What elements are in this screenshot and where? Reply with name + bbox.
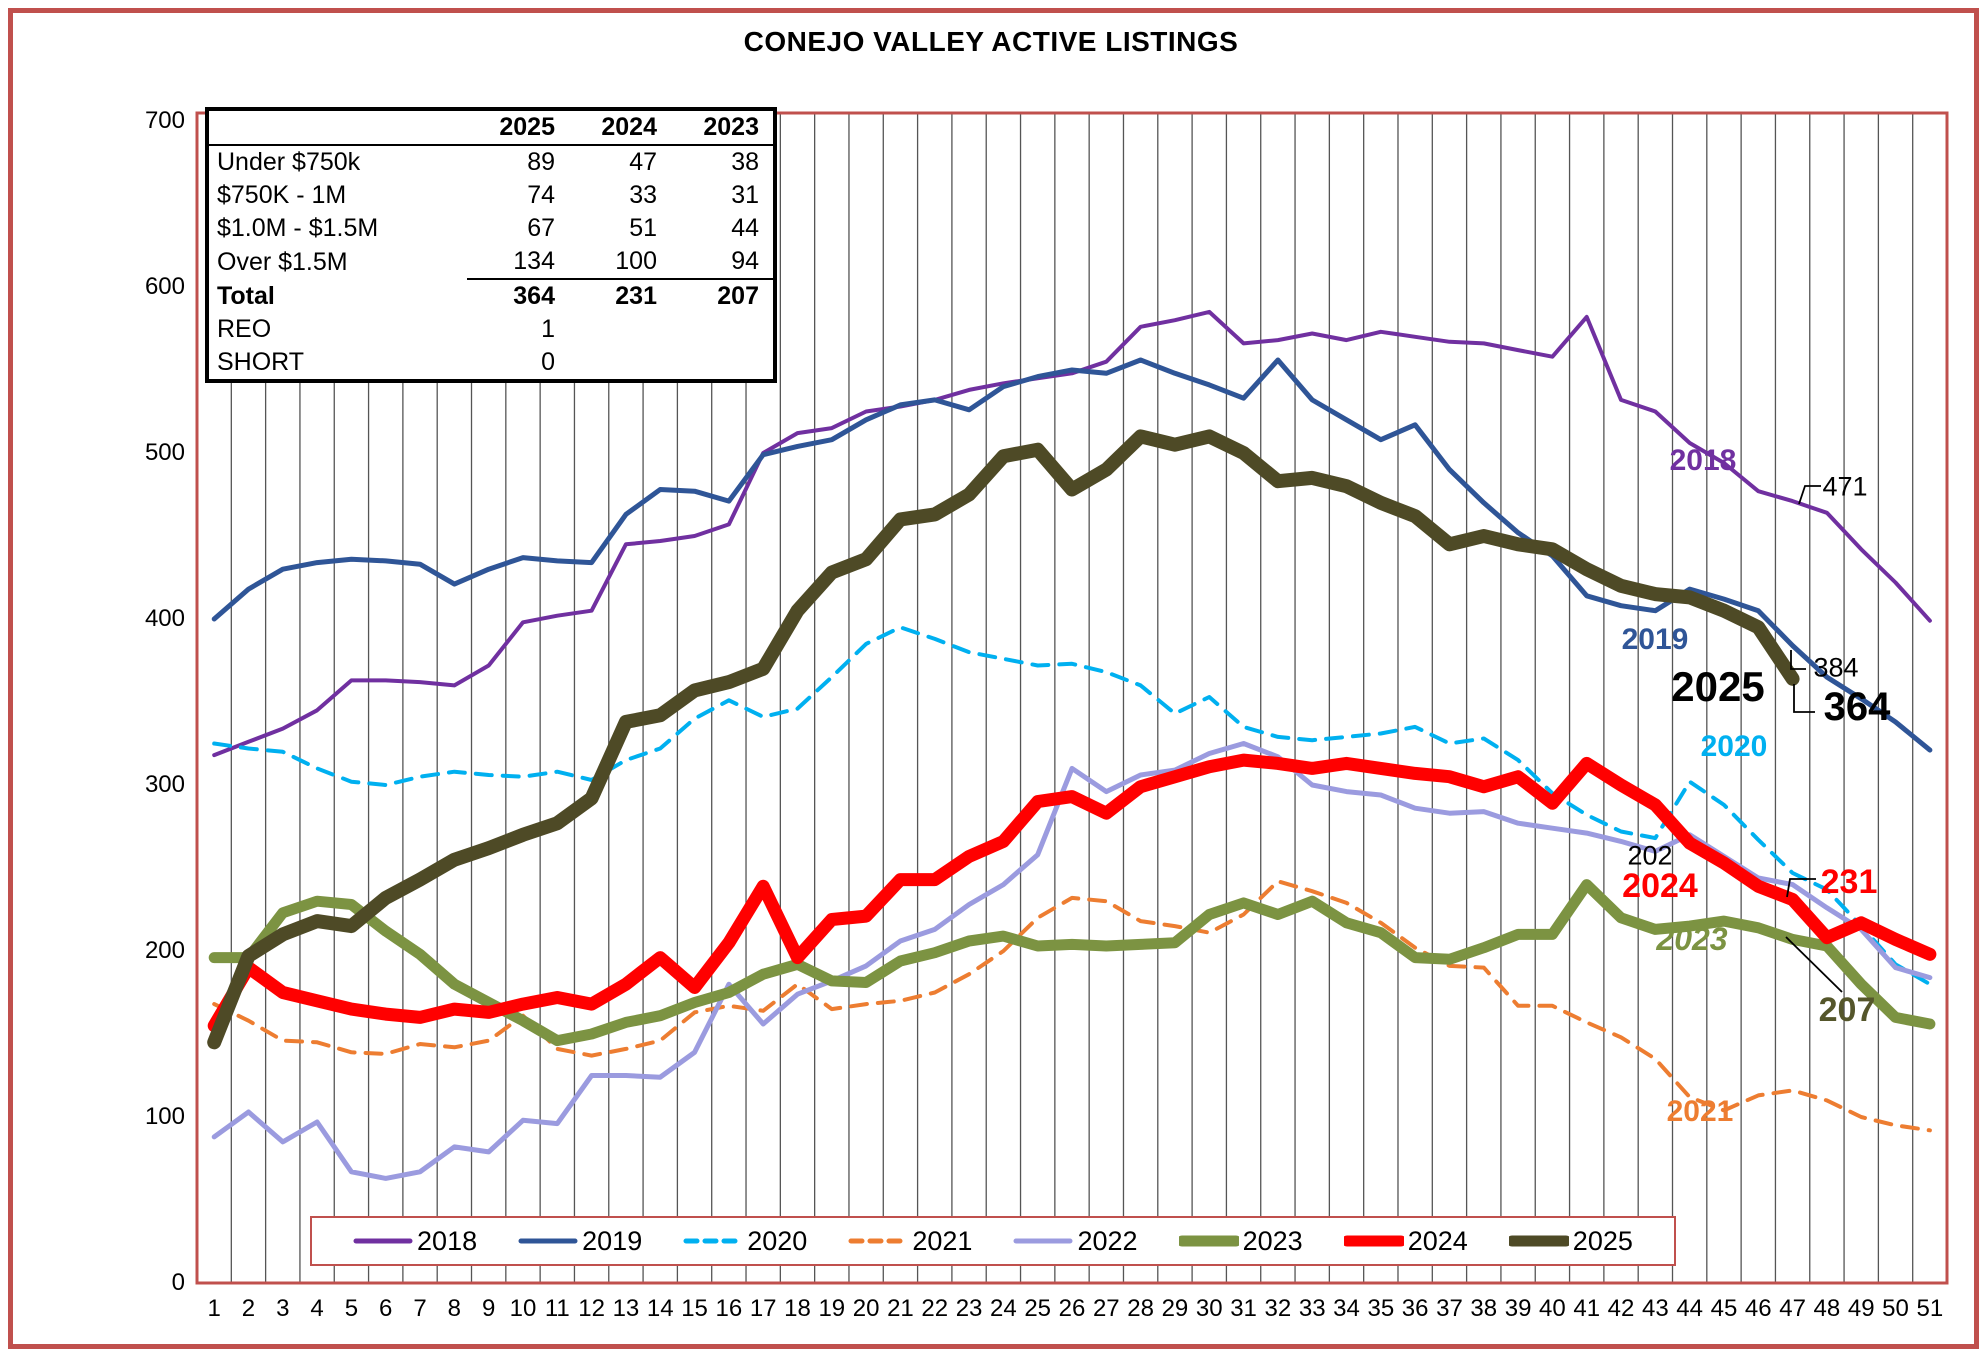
legend-item-2020: 2020: [683, 1226, 807, 1257]
summary-header-row: 2025 2024 2023: [207, 109, 775, 146]
row-label: $1.0M - $1.5M: [217, 214, 379, 243]
legend-label-2018: 2018: [417, 1225, 478, 1256]
plot-border: [195, 111, 1949, 1285]
legend-swatch-2024: [1343, 1235, 1404, 1247]
row-label: $750K - 1M: [217, 181, 347, 210]
series-line-2021: [212, 879, 1932, 1133]
callout-leader-lines: [1785, 485, 1843, 993]
row-value: 364: [513, 282, 555, 311]
legend-label-2024: 2024: [1407, 1225, 1468, 1256]
summary-header-empty: [207, 109, 467, 146]
row-value: [671, 313, 775, 346]
series-line-2025: [207, 429, 1800, 1050]
legend-swatch-2020: [683, 1238, 743, 1244]
row-value: 33: [629, 181, 657, 210]
legend-swatch-2023: [1178, 1235, 1239, 1247]
row-value: 51: [629, 214, 657, 243]
legend-item-2024: 2024: [1343, 1225, 1468, 1257]
series-line-2024: [207, 753, 1937, 1033]
row-value: 1: [541, 315, 555, 344]
legend-item-2019: 2019: [518, 1226, 642, 1257]
row-value: 47: [629, 148, 657, 177]
series-line-2019: [211, 357, 1933, 753]
row-value: 38: [731, 148, 759, 177]
row-label: Total: [217, 281, 275, 310]
legend-label-2020: 2020: [747, 1225, 808, 1256]
row-value: 74: [527, 181, 555, 210]
table-row: $750K - 1M 74 33 31: [207, 179, 775, 212]
legend-label-2019: 2019: [582, 1225, 643, 1256]
row-value: [569, 346, 671, 381]
row-value: 134: [467, 245, 569, 280]
row-value: 231: [615, 282, 657, 311]
row-label: Under $750k: [217, 148, 361, 177]
legend-label-2021: 2021: [912, 1225, 973, 1256]
legend-swatch-2021: [848, 1238, 908, 1244]
row-label: Over $1.5M: [217, 247, 348, 276]
legend-label-2025: 2025: [1572, 1225, 1633, 1256]
row-label: SHORT: [217, 348, 305, 377]
legend-swatch-2018: [353, 1238, 413, 1244]
legend-item-2022: 2022: [1013, 1225, 1138, 1257]
series-line-2020: [212, 625, 1932, 987]
row-value: 0: [541, 348, 555, 377]
row-value: 100: [569, 245, 671, 280]
table-row-reo: REO 1: [207, 313, 775, 346]
row-value: 67: [527, 214, 555, 243]
summary-header-2024: 2024: [569, 109, 671, 146]
row-value: 94: [671, 245, 775, 280]
table-row: $1.0M - $1.5M 67 51 44: [207, 212, 775, 245]
row-value: [569, 313, 671, 346]
row-label: REO: [217, 315, 272, 344]
summary-header-2023: 2023: [671, 109, 775, 146]
summary-table: 2025 2024 2023 Under $750k 89 47 38 $750…: [205, 107, 777, 383]
legend-swatch-2019: [518, 1238, 578, 1244]
legend-item-2025: 2025: [1508, 1225, 1633, 1257]
legend-swatch-2025: [1508, 1235, 1569, 1247]
row-value: 89: [527, 148, 555, 177]
summary-header-2025: 2025: [467, 109, 569, 146]
chart-legend: 2018 2019 2020 2021 2022 2023 2024 2025: [310, 1216, 1676, 1266]
row-value: 31: [731, 181, 759, 210]
legend-swatch-2022: [1013, 1238, 1073, 1244]
table-row-total: Total 364 231 207: [207, 279, 775, 313]
table-row: Over $1.5M 134 100 94: [207, 245, 775, 280]
legend-item-2023: 2023: [1178, 1225, 1303, 1257]
table-row-short: SHORT 0: [207, 346, 775, 381]
table-row: Under $750k 89 47 38: [207, 145, 775, 179]
legend-item-2018: 2018: [353, 1226, 477, 1257]
row-value: [671, 346, 775, 381]
series-line-2022: [211, 741, 1933, 1181]
legend-label-2022: 2022: [1077, 1225, 1138, 1256]
page-title: CONEJO VALLEY ACTIVE LISTINGS: [743, 26, 1239, 57]
legend-label-2023: 2023: [1242, 1225, 1303, 1256]
series-line-2018: [212, 309, 1932, 758]
legend-item-2021: 2021: [848, 1226, 972, 1257]
row-value: 44: [731, 214, 759, 243]
row-value: 207: [717, 282, 759, 311]
